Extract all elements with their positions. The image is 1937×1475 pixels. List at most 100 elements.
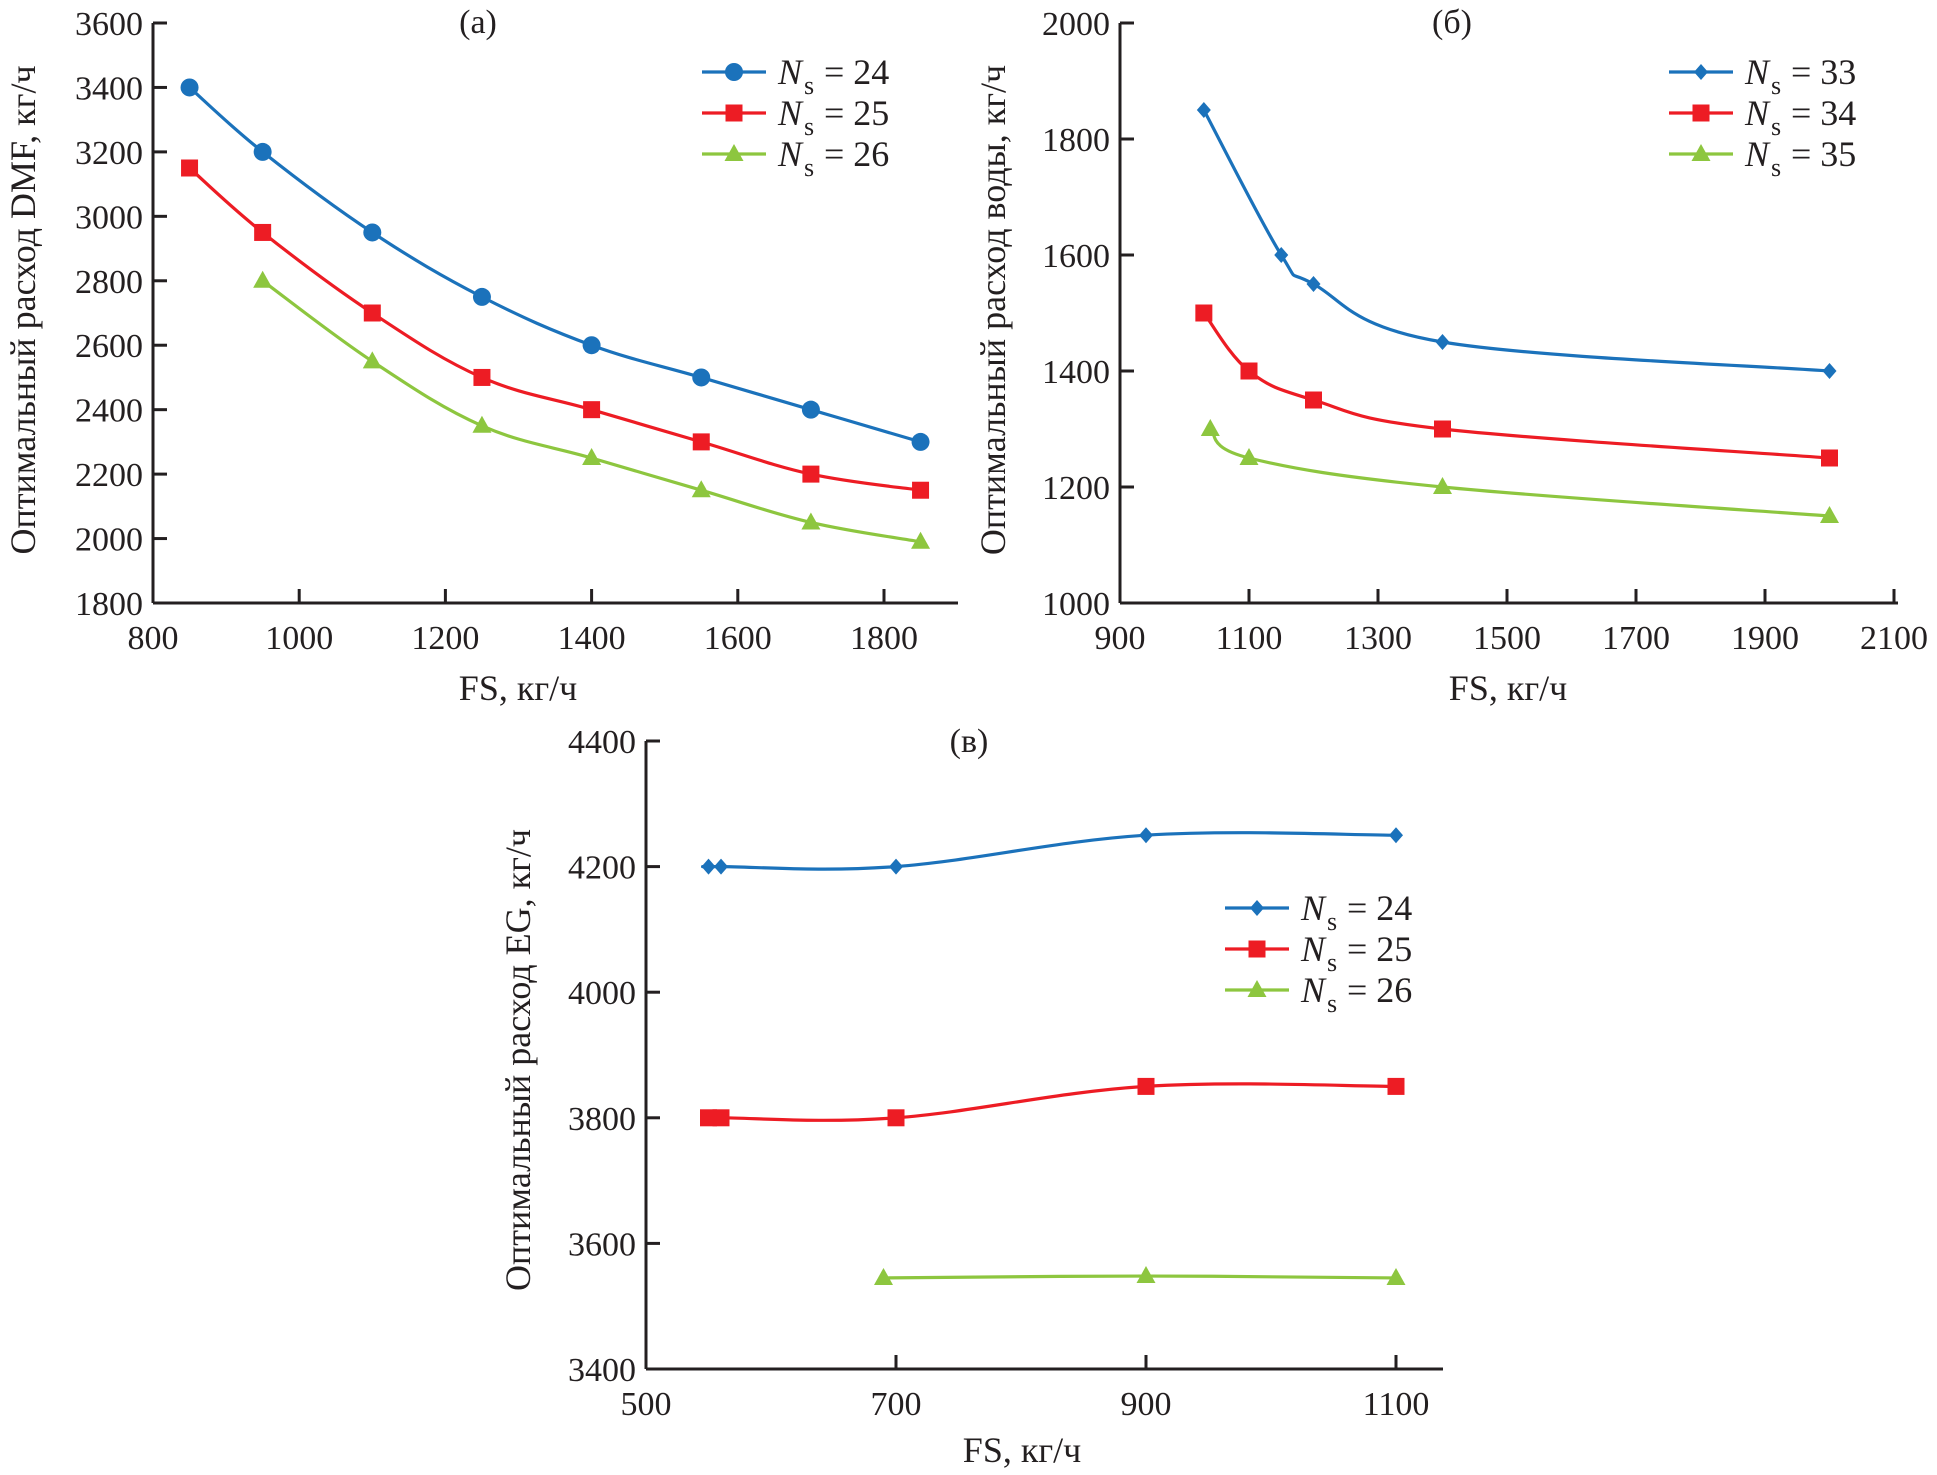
x-tick-label-b: 900 xyxy=(1095,620,1146,657)
data-point xyxy=(1305,391,1322,409)
data-point xyxy=(889,858,903,875)
data-point xyxy=(582,448,602,465)
data-point xyxy=(1274,247,1289,263)
data-point xyxy=(1389,827,1403,844)
legend-symbol: N xyxy=(1744,134,1771,174)
data-point xyxy=(473,368,491,386)
data-point xyxy=(911,432,930,451)
data-point xyxy=(1306,276,1321,292)
legend-symbol: N xyxy=(1744,93,1771,133)
y-tick-label-b: 1200 xyxy=(1042,470,1110,507)
data-point xyxy=(692,433,710,451)
y-tick-label-v: 3400 xyxy=(568,1352,636,1389)
y-tick-label-a: 3600 xyxy=(75,6,143,43)
y-tick-label-b: 1000 xyxy=(1042,586,1110,623)
legend-subscript: s xyxy=(1327,907,1337,936)
x-axis-title-b: FS, кг/ч xyxy=(1449,668,1567,708)
data-point xyxy=(1195,304,1213,322)
data-point xyxy=(1137,1077,1155,1095)
legend-value: = 34 xyxy=(1791,93,1856,133)
legend-subscript: s xyxy=(1771,71,1781,100)
data-point xyxy=(1821,449,1838,467)
panel-label-b: (б) xyxy=(1432,4,1472,41)
x-tick-label-b: 1300 xyxy=(1344,620,1412,657)
legend-marker xyxy=(725,104,743,122)
legend-symbol: N xyxy=(1744,52,1771,92)
x-tick-label-b: 1100 xyxy=(1216,620,1283,657)
data-point xyxy=(363,223,382,242)
data-point xyxy=(1434,420,1451,438)
y-tick-label-b: 1400 xyxy=(1042,354,1110,391)
data-point xyxy=(1136,1266,1156,1284)
legend-marker xyxy=(1247,980,1267,997)
legend-marker xyxy=(1250,900,1264,916)
y-tick-label-a: 3000 xyxy=(75,199,143,236)
legend-symbol: N xyxy=(1300,888,1327,928)
y-tick-label-b: 2000 xyxy=(1042,6,1110,43)
data-point xyxy=(180,78,199,97)
legend-value: = 24 xyxy=(1347,888,1412,928)
data-point xyxy=(253,142,272,161)
legend-symbol: N xyxy=(1300,970,1327,1010)
data-point xyxy=(253,270,273,288)
legend-subscript: s xyxy=(1327,989,1337,1018)
y-tick-label-b: 1600 xyxy=(1042,238,1110,275)
y-tick-label-v: 3800 xyxy=(568,1101,636,1138)
x-tick-label-v: 700 xyxy=(871,1386,922,1423)
y-tick-label-a: 2600 xyxy=(75,328,143,365)
series-b-2 xyxy=(1200,419,1839,523)
data-point xyxy=(802,465,820,483)
data-point xyxy=(801,512,821,530)
y-tick-label-v: 3600 xyxy=(568,1226,636,1263)
data-point xyxy=(1200,419,1220,436)
x-tick-label-v: 900 xyxy=(1121,1386,1172,1423)
data-point xyxy=(712,1109,730,1127)
data-point xyxy=(1387,1077,1405,1095)
x-tick-label-a: 1200 xyxy=(411,620,479,657)
y-tick-label-a: 2400 xyxy=(75,393,143,430)
y-tick-label-a: 2800 xyxy=(75,264,143,301)
y-tick-label-a: 3400 xyxy=(75,70,143,107)
series-line xyxy=(701,831,1397,871)
y-tick-label-v: 4400 xyxy=(568,724,636,761)
legend-subscript: s xyxy=(1771,153,1781,182)
legend-subscript: s xyxy=(804,112,814,141)
x-tick-label-a: 1000 xyxy=(265,620,333,657)
data-point xyxy=(1139,827,1153,844)
series-a-1 xyxy=(181,159,930,499)
data-point xyxy=(874,1267,893,1285)
legend-marker xyxy=(1694,64,1708,80)
legend-marker xyxy=(1692,104,1710,122)
data-point xyxy=(1196,102,1211,118)
series-b-1 xyxy=(1195,304,1838,467)
chart-b: (б) FS, кг/ч Оптимальный расход воды, кг… xyxy=(973,4,1928,708)
series-b-0 xyxy=(1196,102,1837,379)
panel-label-v: (в) xyxy=(950,723,989,760)
y-axis-title-a: Оптимальный расход DMF, кг/ч xyxy=(3,65,43,554)
series-a-2 xyxy=(253,270,931,549)
series-a-0 xyxy=(180,78,930,451)
legend-marker xyxy=(1248,940,1266,958)
legend-value: = 26 xyxy=(824,134,889,174)
x-tick-label-v: 500 xyxy=(621,1386,672,1423)
y-tick-label-a: 3200 xyxy=(75,135,143,172)
legend-subscript: s xyxy=(1771,112,1781,141)
series-line xyxy=(188,86,922,444)
series-line xyxy=(1202,109,1830,373)
x-tick-label-b: 2100 xyxy=(1860,620,1928,657)
legend-symbol: N xyxy=(1300,929,1327,969)
chart-v: (в) FS, кг/ч Оптимальный расход EG, кг/ч… xyxy=(498,723,1443,1470)
data-point xyxy=(1822,363,1837,379)
data-point xyxy=(181,159,199,177)
series-line xyxy=(188,166,921,492)
data-point xyxy=(911,531,931,549)
data-point xyxy=(254,223,272,241)
legend-marker xyxy=(724,144,744,161)
y-tick-label-a: 1800 xyxy=(75,586,143,623)
chart-a: (a) FS, кг/ч Оптимальный расход DMF, кг/… xyxy=(3,4,958,708)
legend-subscript: s xyxy=(1327,948,1337,977)
